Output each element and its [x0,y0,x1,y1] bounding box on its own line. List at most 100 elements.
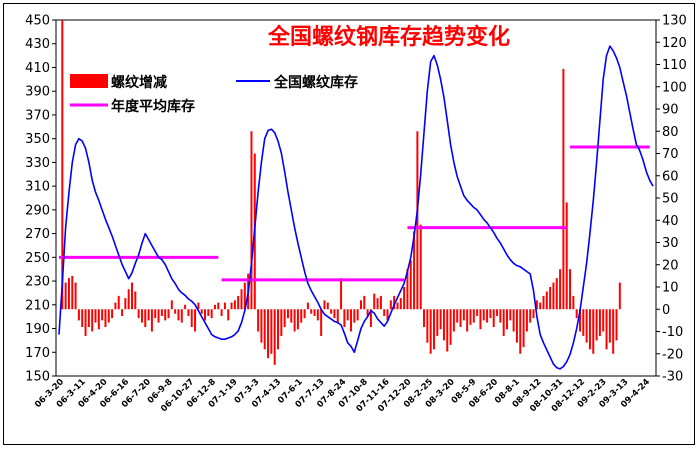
change-bar [293,309,296,332]
change-bar [300,309,303,323]
left-axis-tick-label: 150 [25,370,50,385]
right-axis-tick-label: 60 [662,169,679,184]
change-bar [177,309,180,321]
change-bar [74,282,77,310]
left-axis-tick-label: 310 [25,180,50,195]
chart-title: 全国螺纹钢库存趋势变化 [267,24,510,50]
change-bar [363,295,366,310]
change-bar [462,309,465,321]
right-axis-tick-label: 50 [662,192,679,207]
change-bar [602,309,605,332]
change-bar [449,309,452,345]
change-bar [423,309,426,328]
change-bar [565,202,568,310]
change-bar [353,309,356,323]
change-bar [413,231,416,310]
change-bar [496,309,499,316]
change-bar [605,309,608,350]
change-bar [436,309,439,336]
change-bar [250,131,253,310]
left-axis-tick-label: 450 [25,14,50,29]
change-bar [267,309,270,359]
change-bar [618,282,621,310]
change-bar [263,309,266,350]
change-bar [336,309,339,323]
change-bar [569,269,572,310]
change-bar [310,309,313,314]
change-bar [479,309,482,330]
change-bar [204,309,207,321]
change-bar [187,309,190,316]
legend-avg-label: 年度平均库存 [111,98,195,115]
change-bar [91,309,94,332]
change-bar [81,309,84,328]
change-bar [432,309,435,350]
change-bar [150,309,153,332]
change-bar [572,295,575,310]
change-bar [383,309,386,316]
right-axis-tick-label: 90 [662,103,679,118]
change-bar [356,309,359,321]
change-bar [184,304,187,310]
change-bar [549,287,552,310]
change-bar [131,282,134,310]
left-axis-tick-label: 370 [25,108,50,123]
change-bar [134,291,137,310]
change-bar [121,309,124,316]
change-bar [210,309,213,319]
right-axis-tick-label: 130 [662,14,687,29]
change-bar [283,309,286,328]
change-bar [535,300,538,310]
change-bar [505,309,508,330]
right-axis-tick-label: 40 [662,214,679,229]
change-bar [296,309,299,330]
right-axis-tick-label: 120 [662,36,687,51]
change-bar [277,309,280,350]
change-bar [452,309,455,332]
change-bar [575,309,578,319]
change-bar [330,309,333,314]
change-bar [77,309,80,321]
change-bar [399,298,402,310]
change-bar [552,282,555,310]
change-bar [482,309,485,321]
change-bar [343,309,346,328]
left-axis-tick-label: 290 [25,203,50,218]
right-axis-tick-label: 20 [662,258,679,273]
change-bar [140,309,143,323]
change-bar [71,275,74,310]
change-bar [459,309,462,328]
change-bar [97,309,100,330]
right-axis-tick-label: 10 [662,281,679,296]
change-bar [101,309,104,321]
left-axis-tick-label: 210 [25,298,50,313]
left-axis-tick-label: 410 [25,61,50,76]
change-bar [61,20,64,310]
change-bar [260,309,263,343]
right-axis-tick-label: 70 [662,147,679,162]
change-bar [476,309,479,316]
chart-canvas: 全国螺纹钢库存趋势变化 150 170 190 210 230 250 270 290 310 3… [25,14,687,415]
change-bar [429,309,432,354]
change-bar [144,309,147,328]
change-bar [559,269,562,310]
left-axis-tick-label: 250 [25,251,50,266]
change-bar [306,302,309,310]
left-axis-tick-label: 190 [25,322,50,337]
change-bar [124,298,127,310]
left-axis-tick-label: 350 [25,132,50,147]
change-bar [64,282,67,310]
change-bar [326,302,329,310]
change-bar [379,295,382,310]
change-bar [207,309,210,316]
change-bar [320,309,323,336]
change-bar [167,309,170,319]
change-bar [233,300,236,310]
change-bar [117,295,120,310]
change-bar [190,309,193,328]
left-axis-tick-label: 330 [25,156,50,171]
change-bar [406,269,409,310]
change-bar [286,309,289,319]
right-axis-tick-label: -20 [662,347,683,362]
change-bar [230,302,233,310]
